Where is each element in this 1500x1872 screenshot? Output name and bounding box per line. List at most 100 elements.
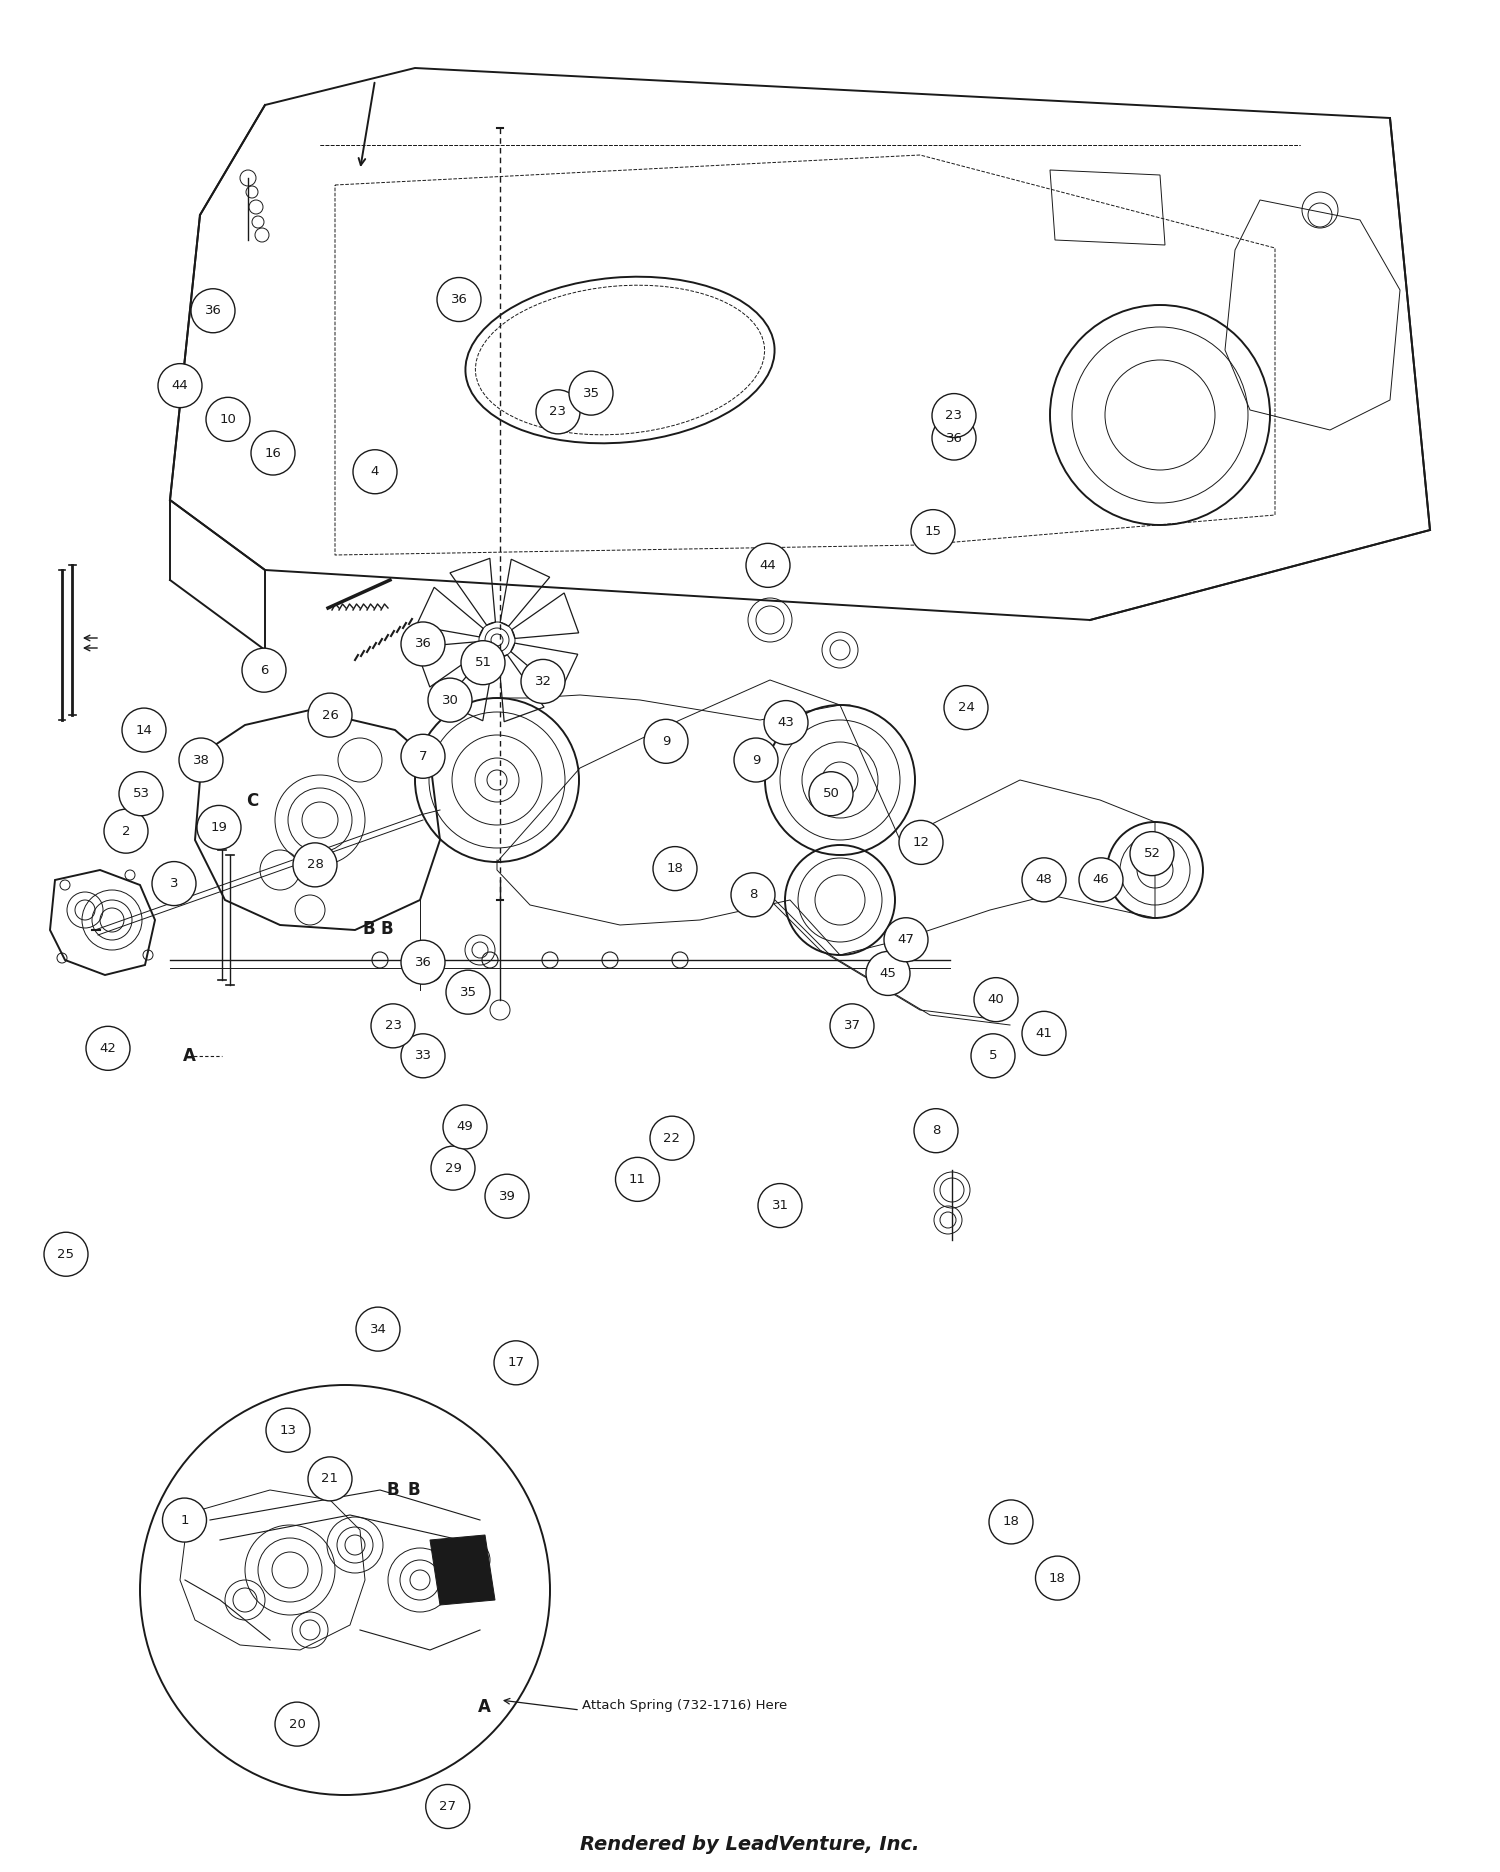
Text: 8: 8: [932, 1125, 940, 1136]
Circle shape: [190, 288, 236, 333]
Circle shape: [808, 771, 853, 816]
Text: 47: 47: [897, 934, 915, 945]
Text: 17: 17: [507, 1357, 525, 1368]
Text: 27: 27: [440, 1801, 456, 1812]
Circle shape: [400, 622, 445, 666]
Text: 14: 14: [135, 724, 153, 736]
Text: 2: 2: [122, 826, 130, 837]
Text: 33: 33: [414, 1050, 432, 1061]
Text: 13: 13: [279, 1425, 297, 1436]
Circle shape: [162, 1498, 207, 1543]
Text: 8: 8: [748, 889, 758, 900]
Circle shape: [494, 1340, 538, 1385]
Text: 30: 30: [441, 695, 459, 706]
Text: 23: 23: [384, 1020, 402, 1031]
Text: B: B: [387, 1481, 399, 1499]
Text: 11: 11: [628, 1174, 646, 1185]
Text: 16: 16: [264, 447, 282, 459]
Text: 52: 52: [1143, 848, 1161, 859]
Circle shape: [974, 977, 1018, 1022]
Circle shape: [484, 1174, 530, 1219]
Circle shape: [650, 1116, 694, 1161]
Circle shape: [988, 1499, 1033, 1544]
Text: 39: 39: [498, 1191, 516, 1202]
Circle shape: [140, 1385, 550, 1795]
Text: 28: 28: [306, 859, 324, 870]
Text: 9: 9: [662, 736, 670, 747]
Text: 32: 32: [534, 676, 552, 687]
Circle shape: [652, 846, 698, 891]
Circle shape: [400, 734, 445, 779]
Circle shape: [308, 693, 352, 738]
Text: 23: 23: [945, 410, 963, 421]
Text: 35: 35: [582, 388, 600, 399]
Circle shape: [932, 416, 976, 461]
Circle shape: [568, 371, 614, 416]
Circle shape: [644, 719, 688, 764]
Circle shape: [970, 1033, 1016, 1078]
Text: C: C: [246, 792, 258, 811]
Text: 5: 5: [988, 1050, 998, 1061]
Circle shape: [426, 1784, 470, 1829]
Text: 20: 20: [288, 1718, 306, 1730]
Circle shape: [352, 449, 398, 494]
Text: 15: 15: [924, 526, 942, 537]
Text: A: A: [478, 1698, 490, 1717]
Text: 18: 18: [1048, 1572, 1066, 1584]
Text: B: B: [408, 1481, 420, 1499]
Ellipse shape: [465, 277, 774, 444]
Text: 9: 9: [752, 754, 760, 766]
Text: 44: 44: [171, 380, 189, 391]
Text: 41: 41: [1035, 1028, 1053, 1039]
Text: 36: 36: [945, 432, 963, 444]
Circle shape: [764, 700, 808, 745]
Text: 19: 19: [210, 822, 228, 833]
Circle shape: [178, 738, 224, 782]
Text: Attach Spring (732-1716) Here: Attach Spring (732-1716) Here: [582, 1700, 788, 1713]
Text: Rendered by LeadVenture, Inc.: Rendered by LeadVenture, Inc.: [580, 1836, 920, 1855]
Text: 50: 50: [822, 788, 840, 799]
Text: 36: 36: [414, 638, 432, 650]
Circle shape: [242, 648, 286, 693]
Circle shape: [1130, 831, 1174, 876]
Text: 46: 46: [1092, 874, 1110, 885]
Circle shape: [615, 1157, 660, 1202]
Circle shape: [400, 940, 445, 985]
Text: 42: 42: [99, 1043, 117, 1054]
Text: B: B: [381, 919, 393, 938]
Circle shape: [422, 953, 438, 968]
Text: 10: 10: [219, 414, 237, 425]
Circle shape: [672, 953, 688, 968]
Text: 40: 40: [987, 994, 1005, 1005]
Polygon shape: [430, 1535, 495, 1604]
Circle shape: [152, 861, 196, 906]
Circle shape: [274, 1702, 320, 1747]
Circle shape: [196, 805, 242, 850]
Circle shape: [910, 509, 956, 554]
Circle shape: [206, 397, 251, 442]
Circle shape: [758, 1183, 802, 1228]
Circle shape: [914, 1108, 958, 1153]
Circle shape: [830, 1003, 874, 1048]
Circle shape: [884, 917, 928, 962]
Text: 25: 25: [57, 1249, 75, 1260]
Text: 18: 18: [1002, 1516, 1020, 1528]
Circle shape: [251, 431, 296, 475]
Circle shape: [446, 970, 491, 1015]
Text: 6: 6: [260, 665, 268, 676]
Circle shape: [1078, 857, 1124, 902]
Circle shape: [266, 1408, 310, 1453]
Text: 18: 18: [666, 863, 684, 874]
Text: A: A: [183, 1046, 195, 1065]
Circle shape: [436, 277, 482, 322]
Circle shape: [308, 1456, 352, 1501]
Circle shape: [536, 389, 580, 434]
Text: 37: 37: [843, 1020, 861, 1031]
Circle shape: [460, 640, 506, 685]
Circle shape: [1022, 857, 1066, 902]
Circle shape: [86, 1026, 130, 1071]
Circle shape: [1022, 1011, 1066, 1056]
Text: 29: 29: [444, 1163, 462, 1174]
Circle shape: [292, 842, 338, 887]
Circle shape: [932, 393, 976, 438]
